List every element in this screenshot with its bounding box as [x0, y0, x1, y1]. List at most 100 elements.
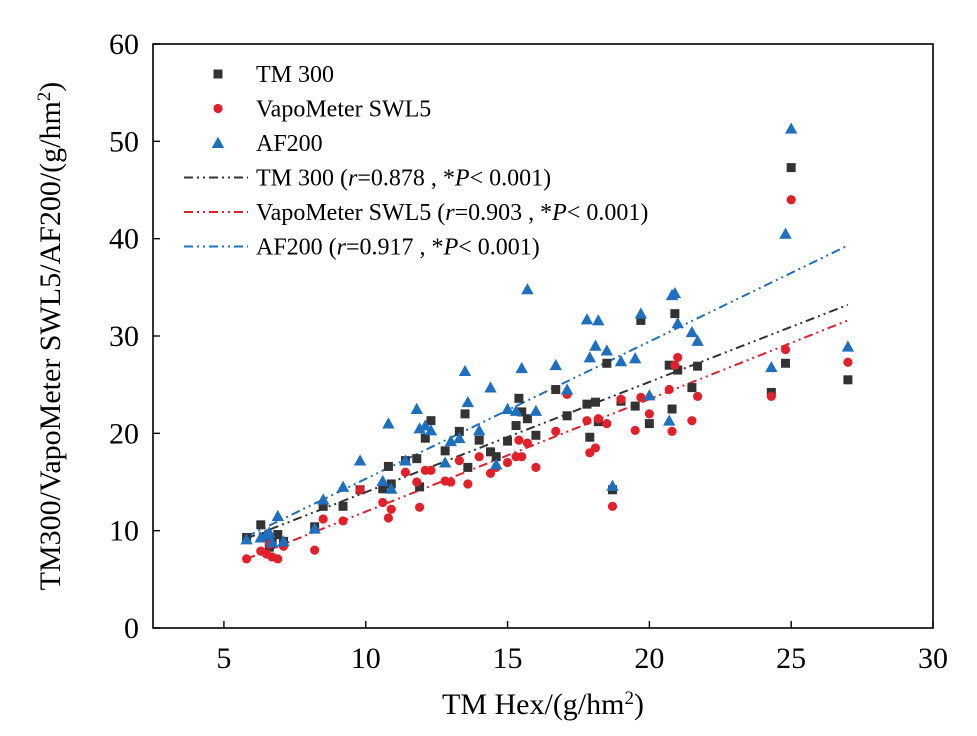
data-point [353, 454, 367, 466]
data-point [590, 443, 601, 453]
data-point [592, 314, 605, 326]
y-axis: 0 10 20 30 40 50 60 [109, 28, 160, 645]
data-point [663, 414, 676, 426]
data-point [265, 536, 279, 548]
data-point [786, 195, 796, 205]
data-point [668, 286, 682, 299]
data-point [263, 526, 276, 538]
data-point [419, 419, 432, 431]
data-point [692, 391, 703, 401]
data-point [424, 424, 438, 436]
data-point [643, 389, 656, 401]
data-point [273, 530, 283, 540]
data-point [664, 360, 674, 370]
data-point [514, 435, 524, 445]
data-point [644, 419, 654, 429]
data-point [461, 395, 475, 408]
data-point [242, 554, 252, 564]
x-axis: 5 10 15 20 25 30 [216, 621, 948, 675]
data-point [383, 513, 394, 523]
data-point [582, 399, 592, 409]
data-point [472, 424, 486, 436]
data-point [781, 358, 791, 368]
data-point [673, 365, 683, 375]
data-point [786, 163, 796, 173]
data-point [420, 433, 430, 443]
data-point [412, 477, 422, 487]
data-point [593, 414, 603, 424]
data-point [458, 364, 472, 376]
data-point [670, 309, 680, 319]
data-point [463, 479, 473, 489]
data-point [607, 501, 618, 511]
data-point [254, 531, 267, 543]
data-point [670, 360, 680, 370]
data-point [685, 325, 699, 338]
data-point [616, 394, 626, 404]
data-point [355, 485, 365, 495]
data-point [630, 425, 640, 436]
data-point [522, 438, 533, 448]
data-point [515, 361, 528, 374]
data-point [521, 283, 534, 295]
data-point [636, 315, 646, 325]
data-point [589, 339, 602, 351]
fit-line-0 [246, 303, 849, 540]
data-point [318, 501, 328, 511]
legend-label: AF200 (r=0.917 , *P< 0.001) [256, 235, 540, 261]
data-point [529, 404, 543, 416]
data-point [440, 446, 450, 456]
legend-label: AF200 [256, 131, 323, 157]
data-point [444, 434, 458, 447]
legend-marker [211, 136, 225, 148]
x-tick-label: 15 [493, 642, 523, 675]
x-tick-label: 10 [351, 642, 381, 675]
data-point [671, 317, 684, 329]
data-point [580, 313, 594, 325]
plot-marks [240, 122, 855, 564]
data-point [628, 352, 642, 364]
data-point [454, 455, 464, 466]
data-point [780, 345, 791, 355]
legend-label: VapoMeter SWL5 [256, 97, 431, 123]
data-point [485, 468, 496, 478]
data-point [585, 432, 595, 442]
data-point [415, 502, 425, 512]
y-tick-label: 40 [109, 223, 139, 256]
data-point [486, 447, 496, 457]
data-point [318, 514, 328, 524]
data-point [273, 554, 283, 564]
legend-label: TM 300 [256, 62, 334, 88]
data-point [549, 359, 562, 371]
data-point [582, 416, 592, 426]
data-point [779, 227, 792, 239]
data-point [517, 407, 527, 417]
data-point [490, 458, 503, 470]
data-point [463, 462, 473, 472]
data-point [271, 509, 284, 522]
y-tick-label: 60 [109, 28, 139, 61]
data-point [562, 411, 572, 421]
data-point [426, 465, 436, 475]
data-point [316, 493, 330, 505]
data-point [602, 419, 612, 429]
data-point [474, 452, 484, 462]
data-point [501, 402, 514, 414]
data-point [590, 397, 600, 407]
data-point [644, 409, 654, 419]
legend-label: TM 300 (r=0.878 , *P< 0.001) [256, 166, 551, 192]
data-point [378, 484, 388, 494]
data-point [583, 351, 596, 363]
legend-label: VapoMeter SWL5 (r=0.903 , *P< 0.001) [256, 200, 648, 226]
data-point [560, 383, 574, 395]
data-point [438, 456, 452, 468]
data-point [336, 480, 350, 492]
data-point [664, 384, 674, 395]
data-point [667, 426, 677, 436]
data-point [256, 520, 266, 530]
data-point [602, 358, 612, 368]
data-point [511, 421, 521, 431]
data-point [634, 307, 648, 319]
x-tick-label: 5 [216, 642, 231, 675]
